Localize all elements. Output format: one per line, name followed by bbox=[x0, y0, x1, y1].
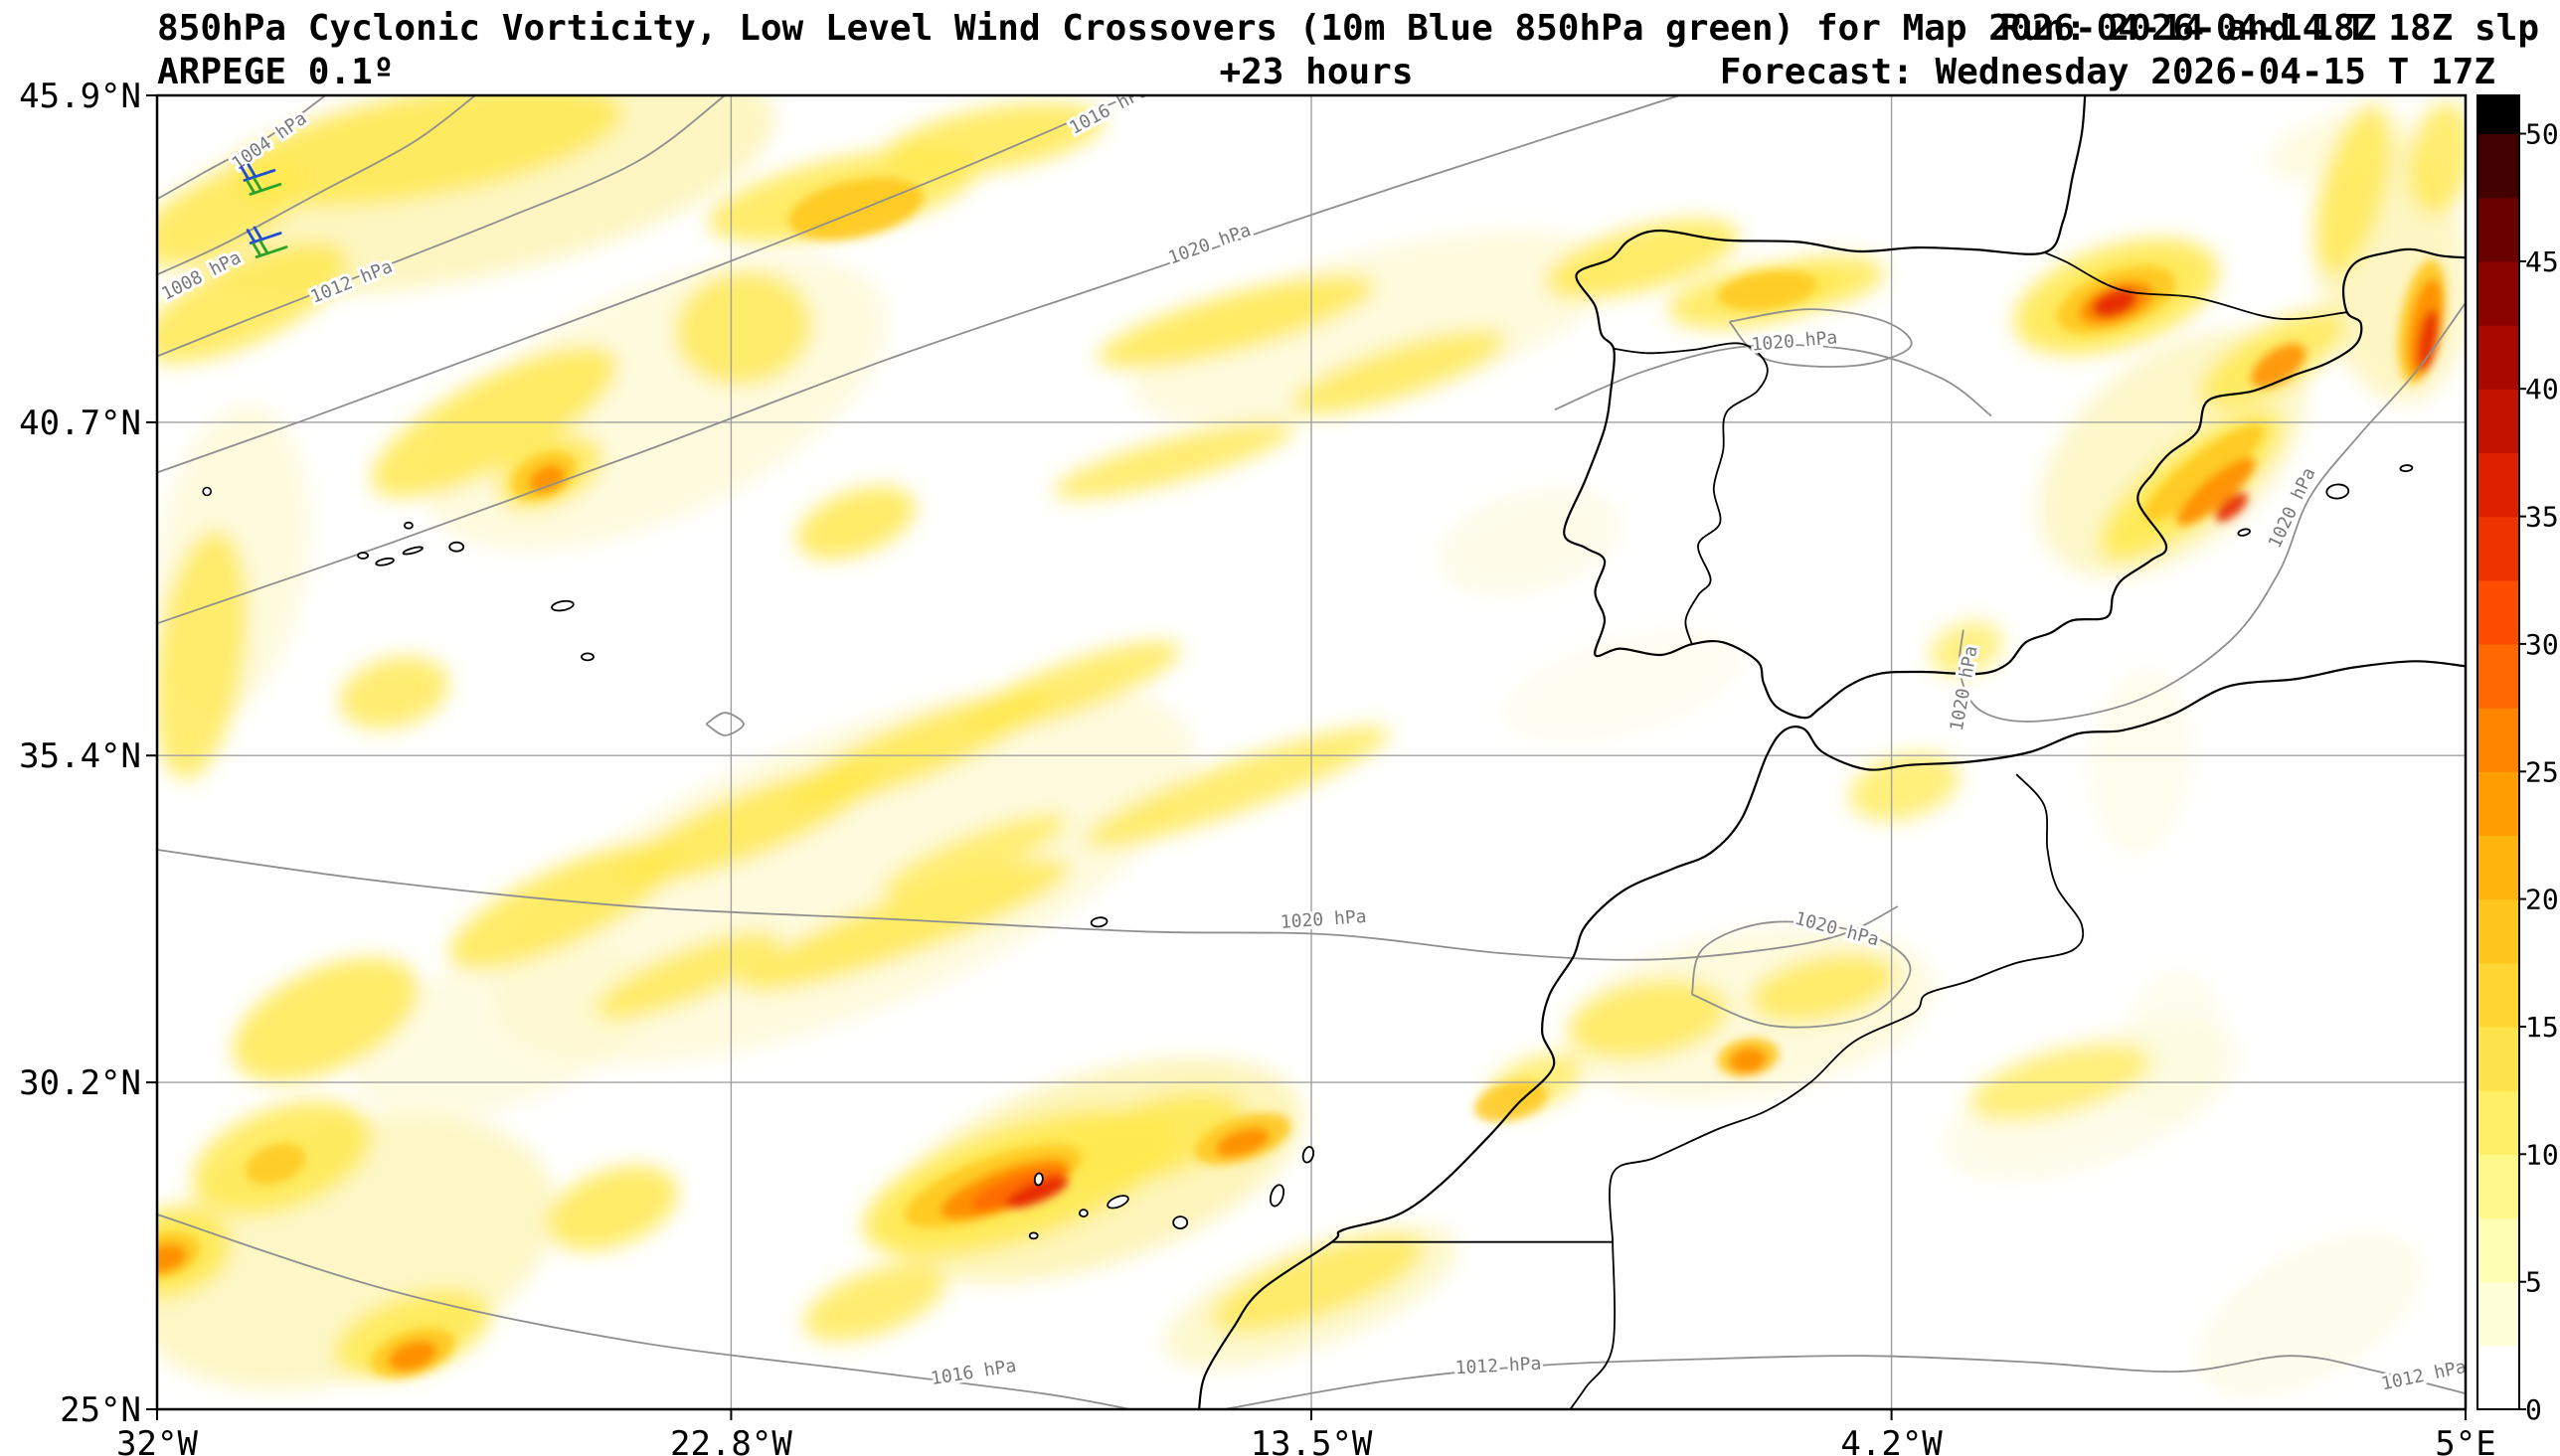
island bbox=[1172, 1215, 1189, 1229]
island bbox=[1079, 1209, 1089, 1217]
run-label: Run: 2026-04-14 T 18Z slp bbox=[2000, 8, 2539, 49]
island bbox=[375, 557, 395, 566]
colorbar-tick-label: 15 bbox=[2525, 1011, 2559, 1044]
x-tick-label: 13.5°W bbox=[1251, 1424, 1373, 1456]
island bbox=[2399, 464, 2414, 473]
island bbox=[403, 521, 414, 530]
model-label: ARPEGE 0.1º bbox=[157, 52, 394, 92]
island bbox=[551, 599, 575, 612]
ma-dz-border bbox=[1609, 773, 2085, 1242]
island bbox=[2325, 483, 2350, 500]
wind-barb bbox=[246, 226, 282, 245]
colorbar-ticks: 0 5 10 15 20 25 30 35 40 45 50 bbox=[2519, 118, 2559, 1426]
colorbar-tick-label: 30 bbox=[2525, 628, 2559, 661]
colorbar-tick-label: 10 bbox=[2525, 1138, 2559, 1171]
island bbox=[2237, 528, 2251, 537]
colorbar-tick-label: 45 bbox=[2525, 245, 2559, 278]
x-tick-label: 4.2°W bbox=[1840, 1424, 1943, 1456]
coastline-layer bbox=[202, 95, 2466, 1409]
y-tick-label: 25°N bbox=[60, 1390, 141, 1430]
plot-border bbox=[155, 93, 2468, 1411]
wind-barb bbox=[240, 163, 276, 182]
lead-time-label: +23 hours bbox=[1219, 52, 1413, 92]
wind-barb bbox=[252, 240, 288, 259]
colorbar-tick-label: 0 bbox=[2525, 1393, 2542, 1426]
island bbox=[1301, 1146, 1315, 1164]
grid-lines bbox=[157, 95, 2466, 1409]
island bbox=[1028, 1231, 1039, 1240]
island bbox=[1107, 1195, 1129, 1210]
y-tick-label: 45.9°N bbox=[19, 77, 141, 116]
x-tick-label: 5°E bbox=[2435, 1424, 2495, 1456]
fr-es-border bbox=[2044, 251, 2347, 320]
x-tick-label: 32°W bbox=[116, 1424, 198, 1456]
island bbox=[402, 546, 424, 556]
island bbox=[1269, 1184, 1285, 1208]
figure-titles: 850hPa Cyclonic Vorticity, Low Level Win… bbox=[157, 8, 2539, 92]
vorticity-core-layer bbox=[157, 177, 2447, 1378]
island bbox=[448, 541, 465, 553]
colorbar-border bbox=[2476, 94, 2520, 1410]
y-tick-label: 30.2°N bbox=[19, 1063, 141, 1103]
island bbox=[1033, 1172, 1044, 1187]
forecast-label: Forecast: Wednesday 2026-04-15 T 17Z bbox=[1720, 52, 2495, 92]
colorbar-tick-label: 40 bbox=[2525, 373, 2559, 405]
colorbar-tick-label: 20 bbox=[2525, 884, 2559, 916]
africa-coast bbox=[1197, 660, 2466, 1409]
wind-barb bbox=[246, 177, 282, 196]
colorbar: 0 5 10 15 20 25 30 35 40 45 50 bbox=[2476, 94, 2559, 1426]
iberia-france bbox=[1563, 95, 2466, 720]
y-tick-label: 35.4°N bbox=[19, 736, 141, 776]
island bbox=[581, 652, 595, 662]
ws-border-v bbox=[1569, 1241, 1616, 1409]
colorbar-gradient bbox=[2477, 95, 2519, 1410]
axis-ticks bbox=[146, 94, 2467, 1420]
pt-es-border bbox=[1614, 342, 1769, 645]
island bbox=[1090, 916, 1109, 928]
island bbox=[357, 552, 370, 560]
figure-title: 850hPa Cyclonic Vorticity, Low Level Win… bbox=[157, 8, 2376, 49]
axis-labels: 32°W 22.8°W 13.5°W 4.2°W 5°E 45.9°N 40.7°N 35.4… bbox=[19, 77, 2496, 1456]
colorbar-tick-label: 5 bbox=[2525, 1266, 2542, 1299]
colorbar-tick-label: 25 bbox=[2525, 755, 2559, 788]
isobar-lines bbox=[157, 95, 2466, 1409]
colorbar-tick-label: 50 bbox=[2525, 118, 2559, 151]
colorbar-tick-label: 35 bbox=[2525, 501, 2559, 534]
x-tick-label: 22.8°W bbox=[670, 1424, 792, 1456]
islet bbox=[202, 486, 212, 497]
y-tick-label: 40.7°N bbox=[19, 404, 141, 443]
